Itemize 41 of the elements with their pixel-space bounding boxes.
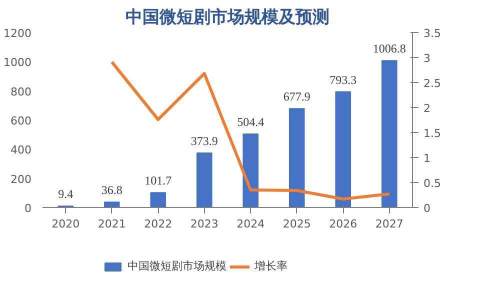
y2-tick-label: 2.5 xyxy=(424,77,441,90)
y2-tick-label: 0.5 xyxy=(424,177,441,190)
data-label: 793.3 xyxy=(330,72,357,87)
x-tick-label: 2027 xyxy=(375,218,404,230)
data-label: 1006.8 xyxy=(372,42,406,56)
bar xyxy=(381,60,398,208)
y-tick-label: 600 xyxy=(10,114,32,128)
y2-tick-label: 3 xyxy=(424,52,430,65)
x-tick-label: 2024 xyxy=(236,218,265,230)
bar xyxy=(288,108,305,208)
bar xyxy=(150,192,166,208)
x-tick-label: 2020 xyxy=(52,218,80,230)
y2-tick-label: 0 xyxy=(424,202,430,215)
bar xyxy=(335,91,352,208)
chart-title: 中国微短剧市场规模及预测 xyxy=(126,8,330,28)
data-label: 504.4 xyxy=(237,114,264,129)
y-tick-label: 400 xyxy=(10,144,32,157)
legend-label: 增长率 xyxy=(254,258,288,274)
x-tick-label: 2021 xyxy=(98,218,126,230)
y-tick-label: 1200 xyxy=(4,27,32,40)
data-label: 373.9 xyxy=(190,134,218,148)
data-label: 36.8 xyxy=(101,183,122,198)
y2-tick-label: 2 xyxy=(424,102,430,115)
y2-tick-label: 1.5 xyxy=(424,127,441,140)
data-label: 9.4 xyxy=(58,187,74,202)
data-label: 677.9 xyxy=(283,90,310,104)
y-tick-label: 1000 xyxy=(4,56,32,70)
x-tick-label: 2023 xyxy=(190,218,218,230)
y-tick-label: 800 xyxy=(10,85,32,98)
x-tick-label: 2026 xyxy=(329,218,358,230)
x-tick-label: 2025 xyxy=(282,218,311,230)
bar xyxy=(104,202,120,208)
legend-label: 中国微短剧市场规模 xyxy=(127,258,226,274)
x-tick-label: 2022 xyxy=(144,218,172,230)
bar xyxy=(242,133,259,208)
bar xyxy=(196,152,212,208)
y2-tick-label: 1 xyxy=(424,152,430,165)
data-label: 101.7 xyxy=(144,174,172,188)
y2-tick-label: 3.5 xyxy=(424,27,441,40)
y-tick-label: 0 xyxy=(24,202,32,215)
y-tick-label: 200 xyxy=(10,172,32,186)
